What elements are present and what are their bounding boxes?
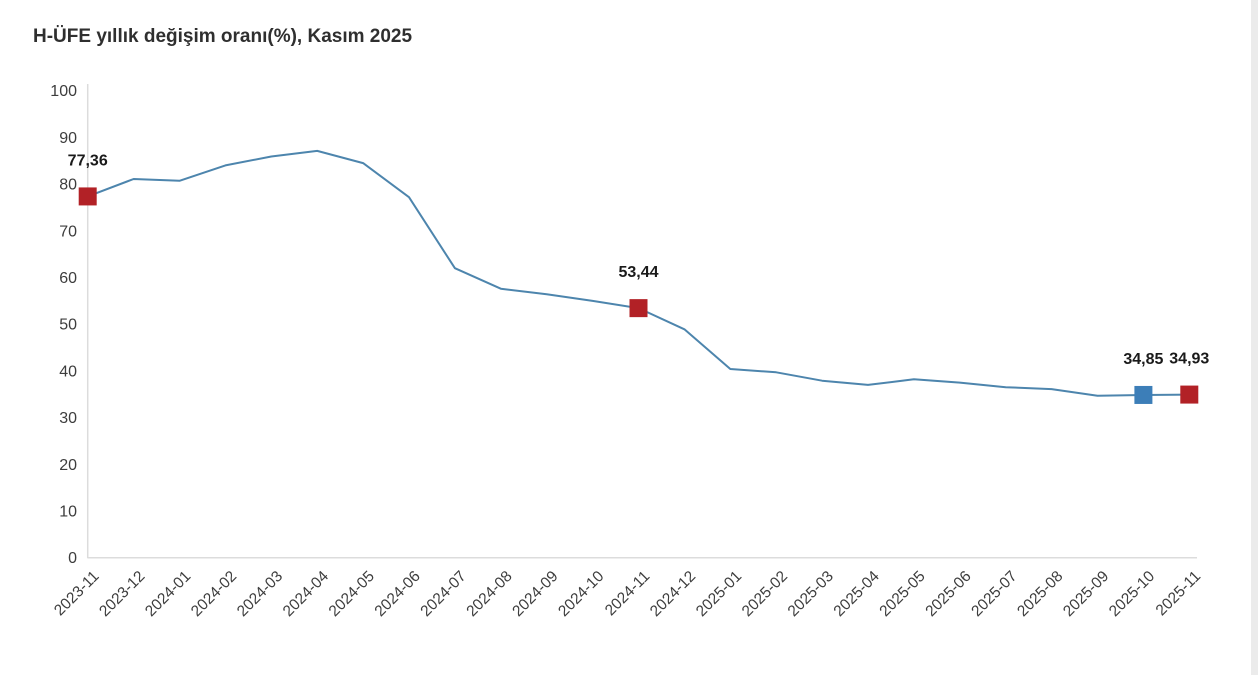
data-label: 77,36	[68, 152, 108, 169]
x-tick-label: 2024-02	[188, 568, 240, 620]
y-tick-label: 80	[59, 177, 77, 194]
y-tick-label: 70	[59, 223, 77, 240]
x-tick-label: 2024-08	[463, 568, 515, 620]
data-marker	[1180, 385, 1199, 404]
x-tick-label: 2025-03	[785, 568, 837, 620]
data-label: 34,93	[1169, 351, 1209, 368]
y-tick-label: 10	[59, 504, 77, 521]
x-tick-label: 2025-04	[831, 568, 884, 621]
x-tick-label: 2024-06	[372, 568, 424, 620]
x-tick-label: 2023-12	[96, 568, 148, 620]
page-edge-strip	[1251, 0, 1258, 675]
x-tick-label: 2024-10	[555, 568, 608, 621]
y-tick-label: 60	[59, 270, 77, 287]
x-tick-label: 2025-02	[739, 568, 791, 620]
data-marker	[78, 187, 97, 206]
x-tick-label: 2025-10	[1106, 568, 1159, 621]
x-tick-label: 2024-01	[142, 568, 194, 620]
data-label: 34,85	[1123, 351, 1163, 368]
x-tick-label: 2024-03	[234, 568, 286, 620]
x-tick-label: 2025-08	[1014, 568, 1066, 620]
x-tick-label: 2025-05	[876, 568, 928, 620]
x-tick-label: 2024-04	[280, 568, 333, 621]
y-tick-label: 90	[59, 130, 77, 147]
data-marker	[629, 299, 648, 318]
y-tick-label: 30	[59, 410, 77, 427]
data-label: 53,44	[618, 264, 658, 281]
y-tick-label: 40	[59, 363, 77, 380]
x-tick-label: 2025-06	[922, 568, 974, 620]
chart-title: H-ÜFE yıllık değişim oranı(%), Kasım 202…	[33, 26, 413, 47]
x-tick-label: 2024-05	[326, 568, 378, 620]
x-tick-label: 2025-11	[1153, 568, 1204, 619]
x-tick-label: 2024-07	[417, 568, 469, 620]
y-tick-label: 0	[68, 550, 77, 567]
data-marker	[1134, 385, 1153, 404]
x-tick-label: 2023-11	[51, 568, 102, 619]
x-tick-label: 2025-07	[968, 568, 1020, 620]
y-tick-label: 50	[59, 317, 77, 334]
x-tick-label: 2025-09	[1060, 568, 1112, 620]
y-tick-label: 100	[50, 83, 77, 100]
y-tick-label: 20	[59, 457, 77, 474]
x-tick-label: 2025-01	[693, 568, 745, 620]
x-tick-label: 2024-12	[647, 568, 699, 620]
x-tick-label: 2024-11	[602, 568, 653, 619]
x-tick-label: 2024-09	[509, 568, 561, 620]
